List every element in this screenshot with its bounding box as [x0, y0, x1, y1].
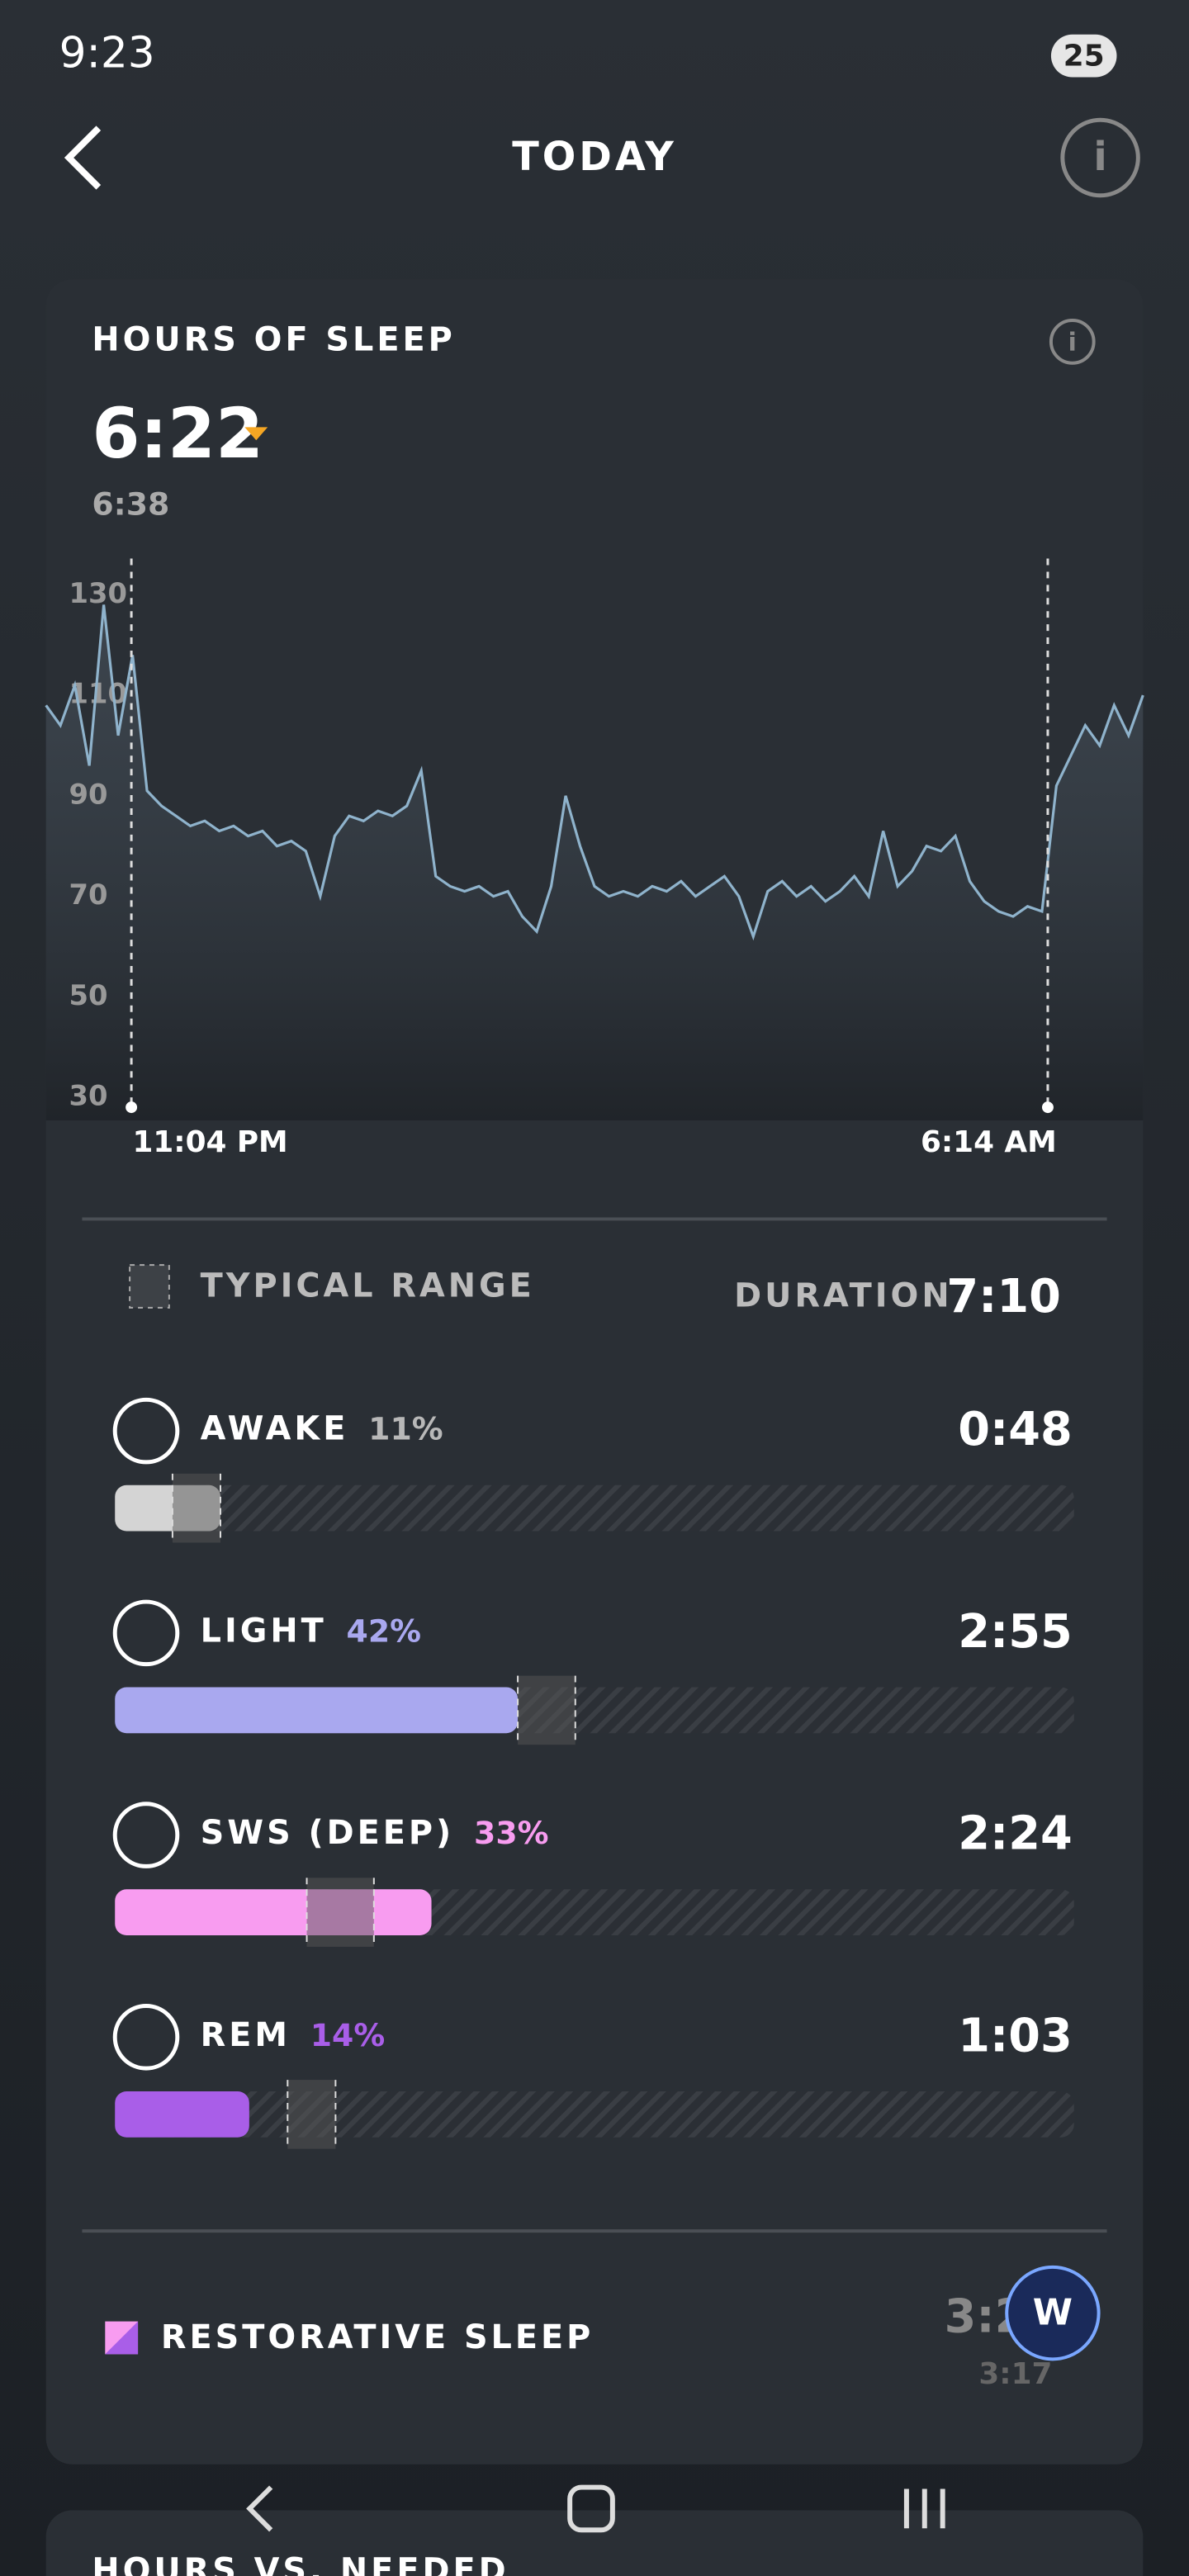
typical-range — [306, 1878, 374, 1947]
back-button[interactable] — [64, 125, 102, 190]
sleep-hours: 6:22 — [92, 393, 263, 474]
whoop-button[interactable]: W — [1005, 2265, 1101, 2361]
sleep-marker-dot — [126, 1101, 138, 1114]
stage-name: SWS (DEEP) — [201, 1814, 455, 1852]
y-tick-label: 130 — [69, 577, 128, 609]
stage-duration: 1:03 — [958, 2009, 1072, 2062]
stage-name: AWAKE — [201, 1410, 349, 1448]
duration: 7:10 — [946, 1270, 1060, 1324]
time-label: 11:04 PM — [132, 1125, 287, 1159]
battery — [1050, 34, 1117, 78]
previous-hours: 6:38 — [92, 485, 169, 522]
y-tick-label: 90 — [69, 778, 108, 810]
stage-track — [115, 1485, 1074, 1532]
stage-percent: 11% — [368, 1411, 443, 1447]
stage-percent: 33% — [474, 1815, 548, 1851]
stage-percent: 14% — [310, 2017, 385, 2053]
chart-area — [45, 604, 1144, 1121]
stage-toggle[interactable] — [112, 1397, 180, 1465]
trend-arrow — [244, 427, 268, 441]
stage-track — [115, 2091, 1074, 2138]
typical-range-label: TYPICAL RANGE — [201, 1267, 535, 1305]
y-tick-label: 70 — [69, 878, 108, 911]
stage-name: REM — [201, 2016, 291, 2054]
typical-range — [518, 1675, 576, 1745]
typical-range-icon — [129, 1264, 170, 1309]
stage-duration: 2:24 — [958, 1807, 1072, 1861]
time-label: 6:14 AM — [921, 1125, 1057, 1159]
restorative-label: RESTORATIVE SLEEP — [161, 2318, 594, 2356]
status-time: 9:23 — [59, 29, 155, 78]
svg-text:i: i — [1093, 135, 1106, 180]
restorative-subvalue: 3:17 — [978, 2357, 1052, 2391]
stage-toggle[interactable] — [112, 1599, 180, 1667]
typical-range — [287, 2080, 336, 2149]
stage-toggle[interactable] — [112, 2004, 180, 2071]
stage-bar — [115, 1889, 432, 1935]
battery-level: 25 — [1063, 40, 1105, 73]
sleep-marker-dot — [1041, 1101, 1054, 1114]
card-info[interactable]: i — [1049, 319, 1096, 365]
stage-bar — [115, 2091, 249, 2138]
nav-back[interactable] — [246, 2485, 273, 2532]
card-title: HOURS OF SLEEP — [92, 320, 455, 358]
svg-text:i: i — [1068, 328, 1077, 357]
stage-percent: 42% — [347, 1612, 421, 1649]
nav-home[interactable] — [567, 2484, 615, 2533]
svg-text:W: W — [1033, 2292, 1073, 2334]
duration-label: DURATION — [734, 1276, 952, 1314]
stage-toggle[interactable] — [112, 1802, 180, 1868]
info-button[interactable]: i — [1060, 117, 1140, 198]
header-title: TODAY — [512, 135, 677, 180]
next-card-title: HOURS VS. NEEDED — [92, 2552, 509, 2576]
stage-name: LIGHT — [201, 1612, 327, 1650]
stage-duration: 2:55 — [958, 1605, 1072, 1659]
nav-recents[interactable] — [903, 2488, 945, 2529]
stages: AWAKE 11% 0:48 LIGHT 42% 2:55 SWS (DEEP) 33% 2:2… — [112, 1397, 1074, 2149]
stage-bar — [115, 1687, 519, 1734]
stage-duration: 0:48 — [958, 1403, 1072, 1456]
typical-range — [172, 1473, 220, 1543]
y-tick-label: 30 — [69, 1080, 108, 1112]
next-card — [45, 2510, 1144, 2576]
heart-rate-line — [45, 604, 1144, 941]
y-tick-label: 50 — [69, 979, 108, 1011]
